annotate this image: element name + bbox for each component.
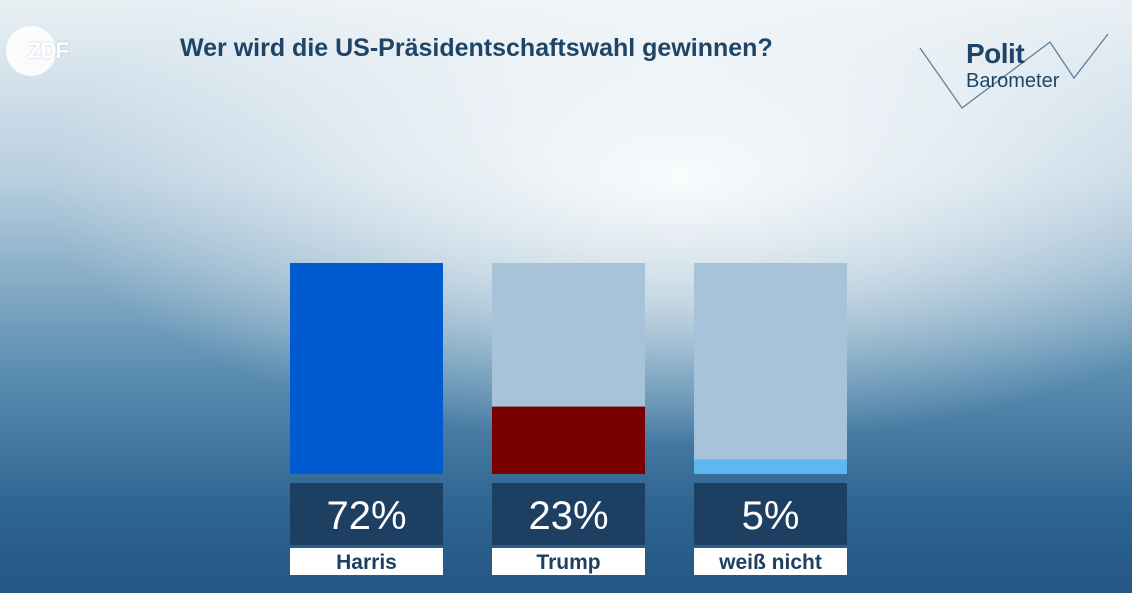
politbarometer-barometer: Barometer xyxy=(966,70,1060,92)
value-box-wei-nicht xyxy=(694,483,847,545)
value-label-harris: 72% xyxy=(326,494,406,538)
category-box-wei-nicht xyxy=(694,548,847,575)
category-label-harris: Harris xyxy=(336,551,397,574)
value-label-trump: 23% xyxy=(528,494,608,538)
chart-title: Wer wird die US-Präsidentschaftswahl gew… xyxy=(180,34,773,62)
bar-wei-nicht xyxy=(694,459,847,474)
politbarometer-logo-lines xyxy=(919,33,1109,109)
zdf-logo-text: ZDF xyxy=(28,38,69,63)
bar-track-wei-nicht xyxy=(694,263,847,474)
value-box-harris xyxy=(290,483,443,545)
category-box-trump xyxy=(492,548,645,575)
category-label-wei-nicht: weiß nicht xyxy=(718,551,822,574)
zdf-logo-circle xyxy=(6,26,56,76)
value-box-trump xyxy=(492,483,645,545)
value-label-wei-nicht: 5% xyxy=(742,494,800,538)
bar-harris xyxy=(290,263,443,474)
category-label-trump: Trump xyxy=(536,551,600,574)
category-box-harris xyxy=(290,548,443,575)
politbarometer-polit: Polit xyxy=(966,38,1025,69)
bar-trump xyxy=(492,406,645,474)
